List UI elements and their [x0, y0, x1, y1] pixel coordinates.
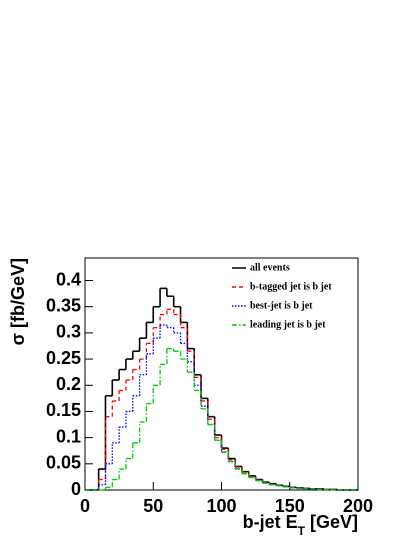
y-tick-label: 0.35 — [46, 295, 81, 315]
x-axis-label-part: b-jet E — [243, 512, 298, 532]
y-tick-label: 0.2 — [56, 374, 81, 394]
x-tick-label: 200 — [343, 496, 373, 516]
y-axis-label: σ [fb/GeV] — [8, 258, 28, 345]
legend-label: b-tagged jet is b jet — [250, 281, 332, 292]
x-axis-label: b-jet ET [GeV] — [243, 512, 358, 537]
y-tick-label: 0.3 — [56, 322, 81, 342]
x-tick-label: 50 — [143, 496, 163, 516]
histogram-series — [85, 347, 358, 491]
y-tick-label: 0.1 — [56, 426, 81, 446]
x-tick-label: 0 — [80, 496, 90, 516]
y-tick-label: 0 — [71, 479, 81, 499]
y-tick-label: 0.25 — [46, 348, 81, 368]
legend-label: leading jet is b jet — [250, 319, 326, 330]
legend-label: best-jet is b jet — [250, 300, 313, 311]
x-axis-label-part: T — [298, 524, 306, 537]
x-tick-label: 100 — [206, 496, 236, 516]
y-tick-label: 0.4 — [56, 269, 81, 289]
x-axis-label-part: [GeV] — [305, 512, 358, 532]
x-tick-label: 150 — [275, 496, 305, 516]
y-tick-label: 0.15 — [46, 400, 81, 420]
y-tick-label: 0.05 — [46, 453, 81, 473]
legend-label: all events — [250, 262, 290, 273]
